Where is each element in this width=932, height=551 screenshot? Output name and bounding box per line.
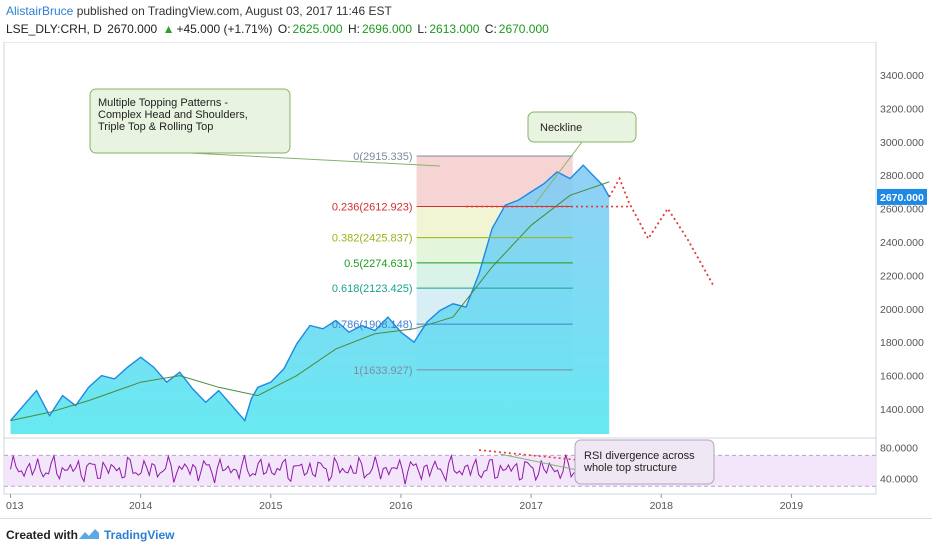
price-tick-label: 2800.000 <box>880 170 924 182</box>
price-tick-label: 2400.000 <box>880 237 924 249</box>
price-tick-label: 2200.000 <box>880 270 924 282</box>
ohlc-line: LSE_DLY:CRH, D 2670.000 ▲ +45.000 (+1.71%… <box>6 22 551 36</box>
open-value: 2625.000 <box>292 22 343 36</box>
annotation-pointer <box>189 152 441 167</box>
x-tick-label: 2016 <box>389 500 413 512</box>
annotation-rsi-text: whole top structure <box>583 462 677 474</box>
moving-average-line <box>10 181 610 422</box>
x-tick-label: 2019 <box>780 500 804 512</box>
x-tick-label: 2015 <box>259 500 283 512</box>
low-value: 2613.000 <box>429 22 480 36</box>
high-value: 2696.000 <box>361 22 413 36</box>
annotation-topping-text: Complex Head and Shoulders, <box>98 109 248 121</box>
price-line[interactable] <box>9 164 610 423</box>
footer: Created with TradingView <box>0 518 932 551</box>
annotation-pointer <box>534 141 583 205</box>
tradingview-logo-icon <box>78 527 100 546</box>
price-tick-label: 3400.000 <box>880 70 924 82</box>
rsi-tick-label: 80.0000 <box>880 443 918 455</box>
close-value: 2670.000 <box>498 22 549 36</box>
chart-area[interactable]: 0(2915.335) 0.236(2612.923) 0.382(2425.837… <box>0 41 932 518</box>
x-tick-label: 013 <box>6 500 24 512</box>
last-price: 2670.000 <box>107 22 158 36</box>
close-label: C: <box>484 22 497 36</box>
price-area <box>10 165 610 434</box>
fib-level-label: 0(2915.335) <box>353 151 412 163</box>
current-price-label: 2670.000 <box>880 192 924 204</box>
fib-level-label: 0.786(1908.148) <box>332 319 413 331</box>
rsi-line[interactable] <box>10 453 610 485</box>
rsi-band <box>4 455 876 487</box>
high-label: H: <box>347 22 360 36</box>
published-text: published on TradingView.com, August 03,… <box>76 4 392 18</box>
price-tick-label: 2000.000 <box>880 304 924 316</box>
fib-level-label: 0.382(2425.837) <box>332 233 413 245</box>
tradingview-brand-link[interactable]: TradingView <box>104 528 175 542</box>
annotation-rsi-box[interactable] <box>574 439 715 485</box>
created-with-text: Created with <box>6 528 79 542</box>
publish-line: AlistairBruce published on TradingView.c… <box>6 4 392 18</box>
fib-level-label: 0.5(2274.631) <box>344 258 413 270</box>
symbol-label: LSE_DLY:CRH, D <box>6 22 102 36</box>
current-price-badge <box>877 188 927 205</box>
fib-level-label: 1(1633.927) <box>353 365 412 377</box>
projection-path <box>608 176 715 286</box>
annotation-rsi-text: RSI divergence across <box>584 450 695 462</box>
open-label: O: <box>277 22 291 36</box>
fib-level-label: 0.618(2123.425) <box>332 283 413 295</box>
author-link[interactable]: AlistairBruce <box>6 4 74 18</box>
x-tick-label: 2014 <box>129 500 153 512</box>
price-tick-label: 3000.000 <box>880 137 924 149</box>
annotation-topping-text: Triple Top & Rolling Top <box>98 121 213 133</box>
x-tick-label: 2018 <box>650 500 674 512</box>
price-tick-label: 3200.000 <box>880 103 924 115</box>
price-tick-label: 2600.000 <box>880 204 924 216</box>
annotation-topping-text: Multiple Topping Patterns - <box>98 97 228 109</box>
rsi-tick-label: 40.0000 <box>880 474 918 486</box>
fib-level-label: 0.236(2612.923) <box>332 201 413 213</box>
low-label: L: <box>417 22 428 36</box>
chart-svg[interactable]: 0(2915.335) 0.236(2612.923) 0.382(2425.837… <box>0 41 932 518</box>
chart-header: AlistairBruce published on TradingView.c… <box>0 0 932 42</box>
annotation-topping-box[interactable] <box>89 88 291 154</box>
rsi-divergence-line <box>478 449 610 464</box>
price-tick-label: 1800.000 <box>880 337 924 349</box>
price-change: +45.000 (+1.71%) <box>176 22 273 36</box>
price-tick-label: 1400.000 <box>880 404 924 416</box>
annotation-neckline-text: Neckline <box>540 122 582 134</box>
up-arrow-icon: ▲ <box>162 22 175 36</box>
x-tick-label: 2017 <box>519 500 543 512</box>
annotation-neckline-box[interactable] <box>527 111 637 143</box>
price-tick-label: 1600.000 <box>880 371 924 383</box>
